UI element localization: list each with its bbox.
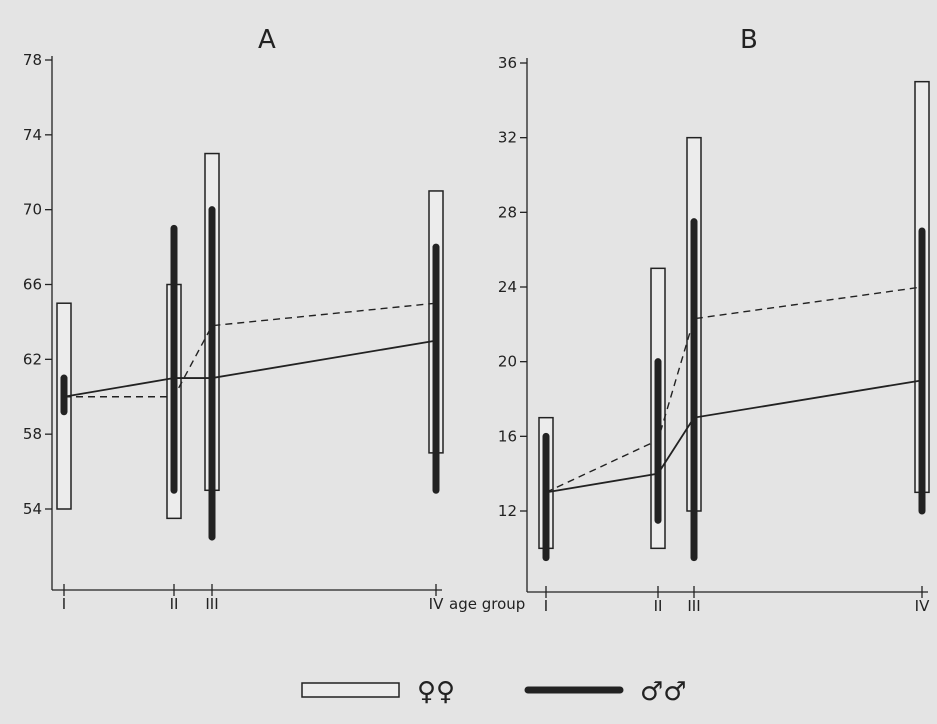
panel-b-y-tick-label: 12 bbox=[498, 502, 517, 520]
panel-b-x-tick-label: II bbox=[654, 597, 663, 615]
legend-male-label: ♂♂ bbox=[640, 677, 687, 707]
panel-b-y-tick-label: 24 bbox=[498, 278, 517, 296]
panel-b-female-mean-line bbox=[545, 286, 923, 493]
panel-a-y-tick-label: 54 bbox=[23, 500, 42, 518]
panel-a-x-tick-label: IV bbox=[429, 595, 444, 613]
panel-a-y-tick-label: 66 bbox=[23, 276, 42, 294]
panel-b-y-tick-label: 16 bbox=[498, 427, 517, 445]
panel-a-y-tick-label: 74 bbox=[23, 126, 42, 144]
panel-b-y-tick-label: 32 bbox=[498, 129, 517, 147]
legend-female-swatch bbox=[301, 682, 400, 698]
panel-b-y-tick-label: 20 bbox=[498, 353, 517, 371]
legend-female-label: ♀♀ bbox=[417, 677, 455, 707]
panel-a-y-tick-label: 78 bbox=[23, 51, 42, 69]
panel-b-y-tick-label: 28 bbox=[498, 203, 517, 221]
legend: ♀♀ ♂♂ bbox=[301, 677, 687, 707]
panel-a-x-tick-label: II bbox=[170, 595, 179, 613]
panel-b-y-tick-label: 36 bbox=[498, 54, 517, 72]
panel-b-x-tick-label: I bbox=[544, 597, 548, 615]
panel-a-male-mean-line bbox=[63, 339, 437, 398]
panel-b-x-tick-label: IV bbox=[915, 597, 930, 615]
panel-b-x-tick-label: III bbox=[687, 597, 700, 615]
panel-a-x-tick-label: III bbox=[205, 595, 218, 613]
panel-a-x-tick-label: I bbox=[62, 595, 66, 613]
panel-b-male-mean-line bbox=[545, 379, 923, 494]
x-axis-title: age group bbox=[449, 595, 525, 613]
panel-a-title: A bbox=[258, 25, 276, 55]
panel-a-female-mean-line bbox=[64, 302, 437, 398]
panel-a-y-tick-label: 70 bbox=[23, 201, 42, 219]
panel-a-y-tick-label: 62 bbox=[23, 350, 42, 368]
panel-b-title: B bbox=[740, 25, 758, 55]
panel-a-y-tick-label: 58 bbox=[23, 425, 42, 443]
